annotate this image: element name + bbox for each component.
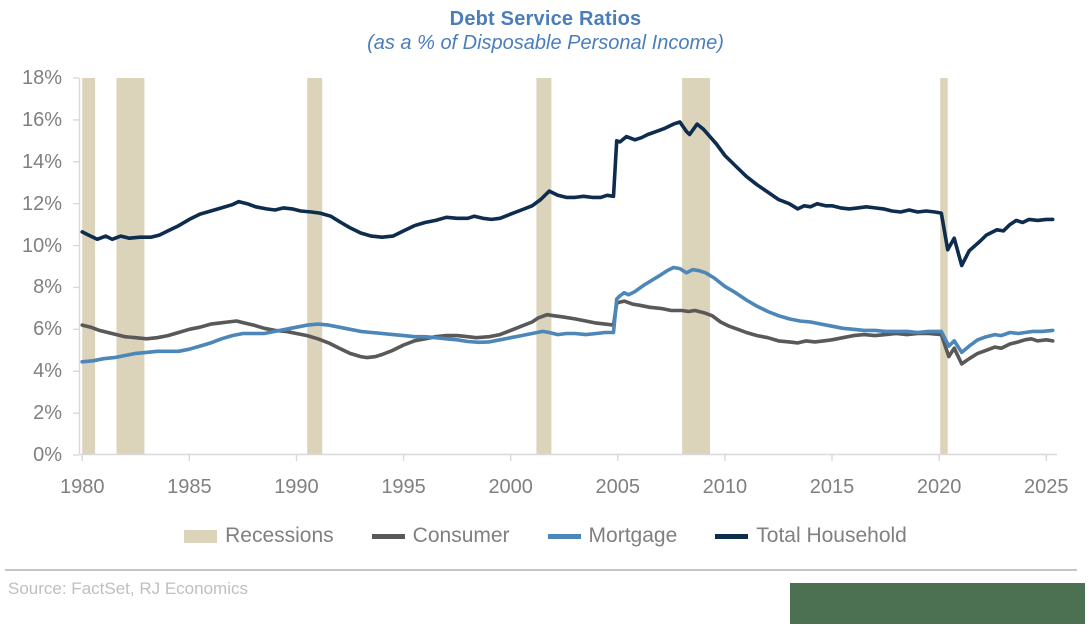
y-tick-label: 10%	[21, 234, 62, 257]
x-tick-label: 2010	[702, 476, 748, 498]
series-line-mortgage	[80, 265, 1055, 364]
y-tick-label: 18%	[21, 67, 62, 89]
x-tick-label: 2000	[488, 476, 533, 498]
x-tick-label: 2005	[595, 476, 641, 498]
series-line-consumer	[80, 299, 1055, 366]
x-tick-label: 2015	[809, 476, 855, 498]
chart-title: Debt Service Ratios	[449, 8, 642, 30]
recession-band	[940, 78, 948, 455]
legend: Recessions Consumer Mortgage Total House…	[0, 521, 1091, 551]
x-tick-label: 1985	[167, 476, 212, 498]
legend-item-recessions: Recessions	[184, 523, 334, 549]
x-tick-label: 2020	[916, 476, 962, 498]
x-tick-label: 2025	[1024, 476, 1069, 498]
logo-block	[790, 583, 1085, 624]
footer-divider	[5, 569, 1077, 571]
legend-label-mortgage: Mortgage	[588, 524, 678, 547]
y-tick-label: 0%	[33, 444, 62, 466]
plot-area	[73, 77, 1057, 461]
recession-band	[682, 78, 710, 455]
y-tick-label: 2%	[33, 402, 62, 425]
y-tick-label: 12%	[21, 192, 62, 215]
recession-band	[307, 78, 323, 455]
recession-band	[116, 78, 145, 455]
chart-subtitle: (as a % of Disposable Personal Income)	[367, 32, 724, 54]
legend-label-consumer: Consumer	[412, 524, 510, 547]
series-line-total-household	[80, 120, 1055, 268]
legend-item-mortgage: Mortgage	[547, 523, 678, 549]
recession-band	[82, 78, 96, 455]
x-tick-label: 1990	[274, 476, 319, 498]
x-tick-label: 1995	[381, 476, 426, 498]
y-tick-label: 14%	[21, 150, 62, 173]
y-tick-label: 4%	[33, 360, 62, 383]
y-tick-label: 8%	[33, 276, 62, 299]
y-tick-label: 16%	[21, 108, 62, 131]
consumer-line-swatch	[371, 533, 405, 539]
mortgage-line-swatch	[547, 533, 581, 539]
legend-item-total-household: Total Household	[715, 523, 907, 549]
x-tick-label: 1980	[59, 476, 105, 498]
legend-label-total-household: Total Household	[756, 524, 907, 547]
recession-band	[536, 78, 552, 455]
legend-item-consumer: Consumer	[371, 523, 510, 549]
legend-label-recessions: Recessions	[225, 524, 334, 547]
total-household-line-swatch	[715, 533, 749, 539]
recessions-swatch	[184, 529, 218, 543]
source-text: Source: FactSet, RJ Economics	[8, 579, 248, 598]
y-tick-label: 6%	[33, 318, 62, 341]
